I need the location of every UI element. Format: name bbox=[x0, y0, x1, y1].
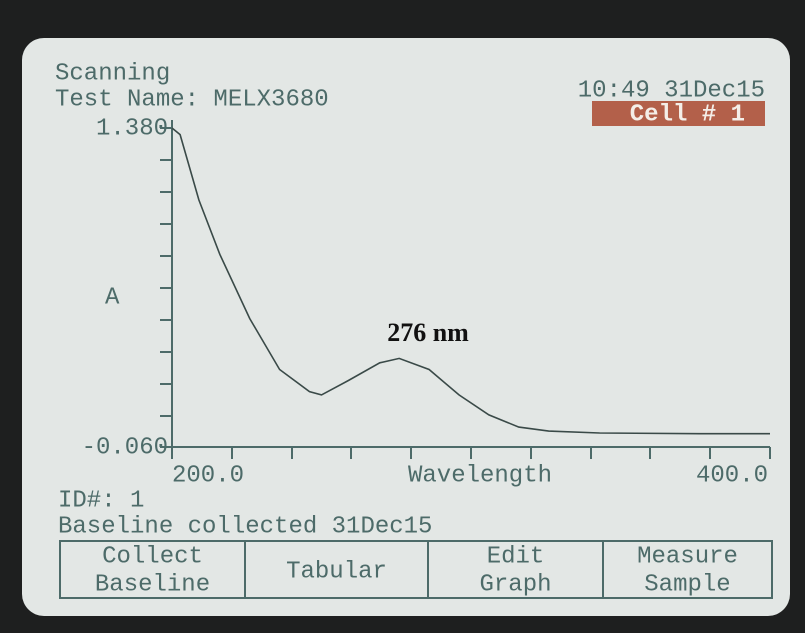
soft-key-label: Sample bbox=[644, 571, 730, 598]
x-axis-label: Wavelength bbox=[408, 462, 552, 489]
soft-key-label: Collect bbox=[102, 543, 203, 570]
y-axis-label: A bbox=[105, 284, 120, 311]
x-tick-label: 200.0 bbox=[172, 462, 244, 489]
annotation: 276 nm bbox=[387, 318, 469, 347]
y-tick-label: 1.380 bbox=[96, 115, 168, 142]
spectrum-line bbox=[171, 127, 770, 435]
soft-key-label: Tabular bbox=[286, 558, 387, 585]
soft-key-label: Edit bbox=[487, 543, 545, 570]
minor-ticks bbox=[160, 159, 711, 459]
soft-key-label: Baseline bbox=[95, 571, 210, 598]
cell-box bbox=[592, 101, 765, 126]
clock: 10:49 31Dec15 bbox=[578, 77, 765, 104]
status-message: Baseline collected 31Dec15 bbox=[58, 513, 432, 540]
sample-id: ID#: 1 bbox=[58, 487, 144, 514]
y-tick-label: -0.060 bbox=[82, 434, 168, 461]
display bbox=[22, 38, 790, 616]
test-name: Test Name: MELX3680 bbox=[55, 86, 329, 113]
soft-key-label: Measure bbox=[637, 543, 738, 570]
soft-key-label: Graph bbox=[479, 571, 551, 598]
cell-label: Cell # 1 bbox=[630, 101, 745, 128]
x-tick-label: 400.0 bbox=[696, 462, 768, 489]
soft-key[interactable] bbox=[602, 540, 773, 599]
status: Scanning bbox=[55, 60, 170, 87]
